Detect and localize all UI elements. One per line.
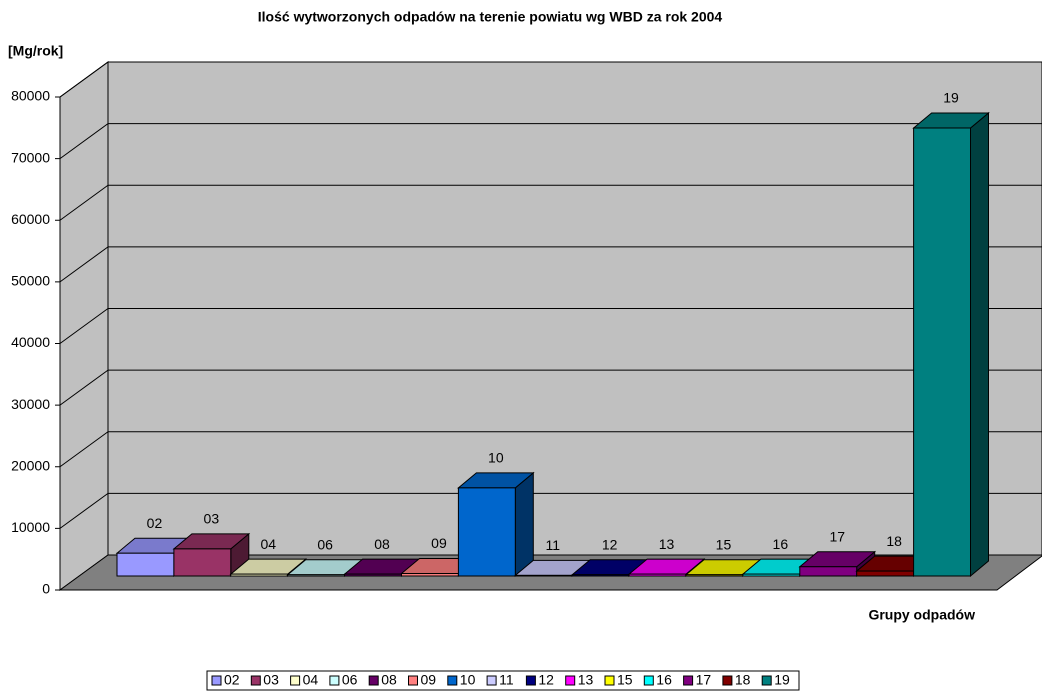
data-label: 04 <box>260 536 276 552</box>
legend-swatch <box>604 675 615 686</box>
bar-front <box>230 573 289 577</box>
y-tick-label: 40000 <box>11 334 50 350</box>
bar-front <box>344 573 403 577</box>
bar-front <box>457 487 516 577</box>
y-tick-label: 50000 <box>11 273 50 289</box>
bar-front <box>401 573 459 577</box>
grid-line <box>59 184 109 221</box>
data-label: 02 <box>147 515 163 531</box>
legend-swatch <box>211 675 222 686</box>
legend-swatch <box>565 675 576 686</box>
legend-label: 03 <box>263 672 279 688</box>
y-tick-label: 70000 <box>11 149 50 165</box>
bar <box>457 471 535 578</box>
legend-swatch <box>643 675 654 686</box>
data-label: 17 <box>829 528 845 544</box>
bar-front <box>571 574 630 577</box>
y-tick-label: 80000 <box>11 88 50 104</box>
grid-line <box>59 369 109 406</box>
data-label: 12 <box>602 536 618 552</box>
legend-label: 08 <box>381 672 397 688</box>
data-label: 19 <box>943 90 959 106</box>
grid-line <box>59 492 109 529</box>
legend-label: 06 <box>342 672 358 688</box>
data-label: 10 <box>488 450 504 466</box>
bar-front <box>856 570 915 577</box>
legend-label: 15 <box>617 672 633 688</box>
legend-label: 09 <box>421 672 437 688</box>
legend-swatch <box>250 675 261 686</box>
data-label: 18 <box>886 533 902 549</box>
bar <box>912 111 990 578</box>
bar-front <box>799 566 858 577</box>
legend-swatch <box>329 675 340 686</box>
y-axis-label: [Mg/rok] <box>8 43 63 59</box>
legend-label: 19 <box>774 672 790 688</box>
legend-label: 12 <box>538 672 554 688</box>
legend-label: 04 <box>303 672 319 688</box>
data-label: 09 <box>431 535 447 551</box>
bar-front <box>628 573 687 577</box>
legend-label: 18 <box>735 672 751 688</box>
grid-line <box>59 308 109 344</box>
bar <box>172 532 251 578</box>
data-label: 08 <box>374 536 390 552</box>
legend-label: 16 <box>656 672 672 688</box>
x-axis-label: Grupy odpadów <box>868 607 975 623</box>
chart-title: Ilość wytworzonych odpadów na terenie po… <box>258 9 723 25</box>
bar-front <box>173 548 232 577</box>
data-label: 03 <box>204 511 220 527</box>
data-label: 15 <box>716 536 732 552</box>
grid-line <box>59 61 109 98</box>
data-label: 16 <box>773 536 789 552</box>
legend-swatch <box>525 675 536 686</box>
legend-swatch <box>486 675 497 686</box>
legend-swatch <box>368 675 379 686</box>
legend-swatch <box>761 675 772 686</box>
legend-label: 11 <box>499 672 514 688</box>
bar-front <box>742 573 801 577</box>
y-tick-label: 30000 <box>11 396 50 412</box>
grid-line <box>59 246 109 283</box>
grid-line <box>59 431 109 468</box>
legend-label: 17 <box>696 672 712 688</box>
legend-swatch <box>683 675 694 686</box>
bar-side <box>970 111 989 578</box>
legend-label: 10 <box>460 672 476 688</box>
bar-front <box>514 574 573 577</box>
bar-front <box>287 574 346 577</box>
y-tick-label: 10000 <box>11 519 50 535</box>
y-tick-label: 0 <box>42 581 50 597</box>
data-label: 11 <box>545 537 560 553</box>
bar-front <box>913 127 971 577</box>
legend-label: 13 <box>578 672 594 688</box>
y-tick-label: 60000 <box>11 211 50 227</box>
legend-swatch <box>290 675 301 686</box>
legend-swatch <box>408 675 418 686</box>
y-tick-label: 20000 <box>11 457 50 473</box>
data-label: 13 <box>659 536 675 552</box>
bar-side <box>514 471 534 578</box>
legend-swatch <box>722 675 733 686</box>
grid-line <box>59 123 109 160</box>
bar-front <box>685 574 744 577</box>
legend-label: 02 <box>224 672 240 688</box>
bar-front <box>116 552 175 577</box>
data-label: 06 <box>317 536 333 552</box>
legend-swatch <box>447 675 458 686</box>
